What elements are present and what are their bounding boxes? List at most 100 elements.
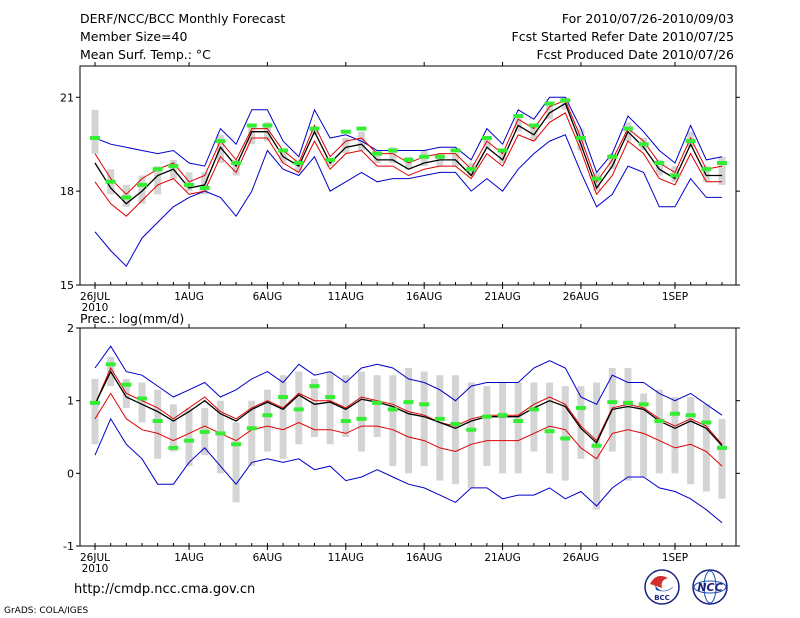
observed-mark	[528, 407, 539, 412]
spread-box	[483, 386, 491, 467]
spread-box	[483, 137, 491, 148]
observed-mark	[434, 416, 445, 421]
observed-mark	[356, 416, 367, 421]
panel-precipitation: -1 0 1 2 26JUL 1AUG 6AUG 11AUG 16AUG 21AUG 26AUG 1S…	[63, 322, 740, 575]
spread-box	[640, 393, 648, 477]
spread-box	[671, 397, 679, 474]
observed-mark	[528, 123, 539, 128]
spread-box	[169, 404, 177, 452]
observed-mark	[669, 173, 680, 178]
observed-mark	[262, 123, 273, 128]
member-size: Member Size=40	[80, 29, 188, 44]
observed-mark	[419, 402, 430, 407]
observed-mark	[137, 182, 148, 187]
observed-mark	[638, 402, 649, 407]
observed-mark	[90, 400, 100, 405]
spread-box	[702, 166, 710, 182]
observed-mark	[607, 400, 618, 405]
spread-box	[310, 378, 318, 437]
series-ensemble-min	[94, 134, 722, 268]
x-tick-label: 1AUG	[174, 291, 204, 303]
spread-box	[467, 382, 475, 488]
observed-mark	[654, 160, 665, 165]
series-ensemble-mean	[94, 102, 722, 205]
observed-mark	[199, 186, 210, 191]
observed-mark	[137, 396, 148, 401]
spread-box	[389, 147, 397, 163]
x-tick-label: 16AUG	[406, 552, 442, 564]
year-label: 2010	[82, 563, 109, 575]
observed-mark	[419, 154, 430, 159]
observed-mark	[340, 129, 351, 134]
spread-box	[561, 386, 569, 481]
observed-mark	[215, 139, 226, 144]
observed-mark	[701, 420, 712, 425]
series-ensemble-max	[94, 96, 723, 174]
observed-mark	[387, 148, 398, 153]
spread-box	[420, 371, 428, 467]
observed-mark	[607, 154, 618, 159]
observed-mark	[654, 419, 665, 424]
spread-box	[546, 382, 554, 474]
x-tick-label: 26AUG	[563, 291, 599, 303]
x-tick-label: 26AUG	[563, 552, 599, 564]
observed-mark	[622, 126, 633, 131]
spread-box	[154, 166, 162, 195]
observed-mark	[591, 176, 602, 181]
series-upper	[94, 99, 723, 196]
x-tick-label: 26JUL	[80, 291, 110, 303]
forecast-period: For 2010/07/26-2010/09/03	[561, 11, 734, 26]
spread-box	[91, 109, 99, 154]
observed-mark	[246, 426, 257, 431]
observed-mark	[105, 179, 116, 184]
observed-mark	[168, 445, 179, 450]
spread-box	[514, 116, 522, 132]
spread-box	[499, 382, 507, 474]
observed-mark	[466, 167, 477, 172]
spread-box	[342, 137, 350, 154]
observed-mark	[403, 157, 414, 162]
spread-box	[577, 386, 585, 459]
observed-mark	[622, 400, 633, 405]
spread-box	[530, 125, 538, 142]
observed-mark	[231, 160, 242, 165]
observed-mark	[293, 160, 304, 165]
observed-mark	[497, 148, 508, 153]
spread-box	[655, 389, 663, 474]
panel-temperature: 15 18 21 26JUL 1AUG 6AUG 11AUG 16AUG 21AUG 26AUG 1…	[60, 62, 740, 314]
observed-mark	[121, 195, 132, 200]
observed-mark	[387, 407, 398, 412]
spread-box	[357, 371, 365, 452]
observed-mark	[199, 429, 210, 434]
observed-mark	[481, 414, 492, 419]
spread-box	[248, 125, 256, 145]
x-tick-label: 6AUG	[253, 291, 283, 303]
spread-box	[232, 159, 240, 176]
source-url[interactable]: http://cmdp.ncc.cma.gov.cn	[74, 582, 256, 597]
observed-mark	[544, 429, 555, 434]
observed-mark	[717, 160, 727, 165]
observed-mark	[450, 148, 461, 153]
spread-box	[718, 156, 726, 185]
observed-mark	[450, 421, 461, 426]
observed-mark	[231, 442, 242, 447]
spread-box	[546, 103, 554, 120]
x-tick-label: 16AUG	[406, 291, 442, 303]
spread-box	[687, 397, 695, 485]
observed-mark	[591, 443, 602, 448]
series-upper	[94, 366, 723, 445]
y-tick-label: 2	[67, 322, 74, 335]
observed-mark	[340, 419, 351, 424]
spread-box	[326, 371, 334, 445]
x-tick-label: 1SEP	[662, 291, 688, 303]
spread-box	[185, 407, 193, 467]
spread-box	[373, 150, 381, 163]
observed-mark	[262, 413, 273, 418]
spread-box	[342, 375, 350, 437]
y-tick-label: 0	[67, 467, 74, 480]
grads-credit: GrADS: COLA/IGES	[4, 606, 89, 616]
spread-box	[279, 375, 287, 459]
spread-box	[655, 159, 663, 176]
observed-mark	[309, 126, 320, 131]
